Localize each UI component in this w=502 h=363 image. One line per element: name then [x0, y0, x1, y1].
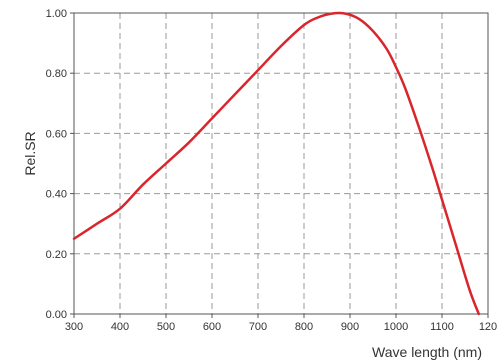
x-tick-label-900: 900	[341, 321, 359, 333]
x-tick-label-500: 500	[157, 321, 175, 333]
series-line-0	[72, 11, 481, 316]
x-tick-label-700: 700	[249, 321, 267, 333]
y-axis-label: Rel.SR	[22, 131, 38, 175]
x-tick-label-1000: 1000	[384, 321, 408, 333]
y-tick-label-0: 0.00	[46, 309, 67, 321]
x-tick-label-1100: 1100	[430, 321, 454, 333]
x-tick-label-1200: 120	[479, 321, 497, 333]
x-tick-label-300: 300	[65, 321, 83, 333]
x-axis-label: Wave length (nm)	[372, 344, 482, 360]
grid-lines	[74, 13, 488, 314]
plot-frame	[73, 12, 489, 315]
x-tick-label-600: 600	[203, 321, 221, 333]
y-tick-label-0.2: 0.20	[46, 249, 67, 261]
y-tick-label-0.4: 0.40	[46, 189, 67, 201]
series-layer	[72, 11, 481, 316]
y-tick-label-1: 1.00	[46, 8, 67, 20]
y-tick-label-0.6: 0.60	[46, 128, 67, 140]
y-tick-label-0.8: 0.80	[46, 68, 67, 80]
x-tick-label-400: 400	[111, 321, 129, 333]
x-tick-label-800: 800	[295, 321, 313, 333]
axis-ticks: 300 400 500 600 700 800 900 1000 1100 120 0.00 0.20…	[46, 8, 498, 333]
